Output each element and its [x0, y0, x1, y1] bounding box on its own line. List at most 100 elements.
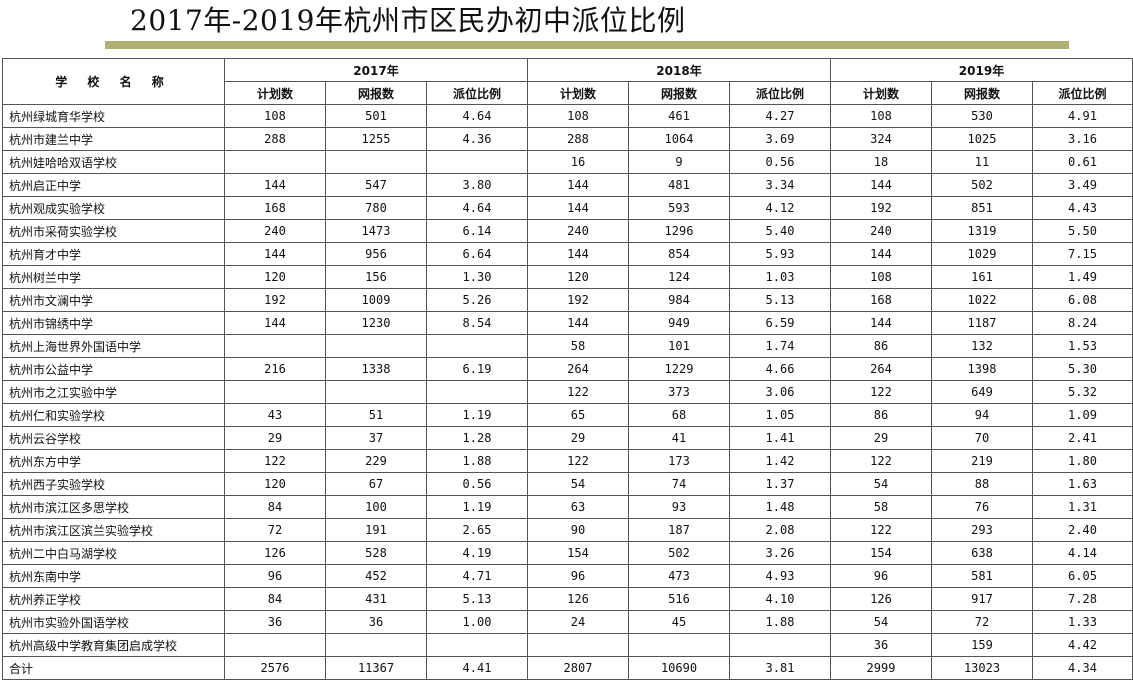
plan-2018-cell: 144 — [527, 242, 629, 266]
school-name-cell: 杭州市实验外国语学校 — [2, 610, 225, 634]
table-row: 杭州育才中学 144 956 6.64 144 854 5.93 144 1029 7.15 — [2, 242, 1133, 266]
plan-2018-cell: 122 — [527, 449, 629, 473]
applications-2017-cell: 780 — [325, 196, 427, 220]
ratio-2018-cell: 5.13 — [729, 288, 831, 312]
ratio-2018-cell: 4.93 — [729, 564, 831, 588]
applications-2017-cell: 956 — [325, 242, 427, 266]
applications-2018-cell: 481 — [628, 173, 730, 197]
ratio-2019-cell: 5.30 — [1032, 357, 1133, 381]
plan-2017-cell: 108 — [224, 104, 326, 128]
applications-2017-cell: 1255 — [325, 127, 427, 151]
ratio-2019-cell: 2.41 — [1032, 426, 1133, 450]
applications-2017-cell: 1009 — [325, 288, 427, 312]
plan-2019-cell: 54 — [830, 610, 932, 634]
applications-2019-cell: 649 — [931, 380, 1033, 404]
ratio-2018-cell: 6.59 — [729, 311, 831, 335]
applications-2017-cell: 547 — [325, 173, 427, 197]
applications-2017-cell: 51 — [325, 403, 427, 427]
applications-2018-cell: 93 — [628, 495, 730, 519]
plan-2017-cell: 192 — [224, 288, 326, 312]
plan-2017-cell: 144 — [224, 242, 326, 266]
school-name-cell: 杭州云谷学校 — [2, 426, 225, 450]
col-header-applications: 网报数 — [325, 81, 427, 105]
plan-2019-cell: 54 — [830, 472, 932, 496]
ratio-2018-cell: 0.56 — [729, 150, 831, 174]
plan-2018-cell: 288 — [527, 127, 629, 151]
ratio-2018-cell: 3.69 — [729, 127, 831, 151]
applications-2019-cell: 293 — [931, 518, 1033, 542]
plan-2017-cell: 144 — [224, 311, 326, 335]
school-name-cell: 杭州市滨江区多思学校 — [2, 495, 225, 519]
plan-2018-cell: 54 — [527, 472, 629, 496]
ratio-2018-cell: 1.37 — [729, 472, 831, 496]
table-row: 杭州西子实验学校 120 67 0.56 54 74 1.37 54 88 1.63 — [2, 472, 1133, 496]
plan-2019-cell: 58 — [830, 495, 932, 519]
school-name-cell: 杭州市滨江区滨兰实验学校 — [2, 518, 225, 542]
ratio-2019-cell: 7.28 — [1032, 587, 1133, 611]
year-header-2017: 2017年 — [224, 58, 528, 82]
plan-2017-cell — [224, 150, 326, 174]
ratio-2017-cell: 8.54 — [426, 311, 528, 335]
plan-2017-cell: 36 — [224, 610, 326, 634]
ratio-2018-cell: 5.93 — [729, 242, 831, 266]
ratio-2019-cell: 4.91 — [1032, 104, 1133, 128]
table-row: 杭州高级中学教育集团启成学校 36 159 4.42 — [2, 633, 1133, 657]
plan-2019-cell: 18 — [830, 150, 932, 174]
col-header-applications: 网报数 — [628, 81, 730, 105]
plan-2019-cell: 144 — [830, 173, 932, 197]
table-row: 杭州市之江实验中学 122 373 3.06 122 649 5.32 — [2, 380, 1133, 404]
ratio-2019-cell: 6.05 — [1032, 564, 1133, 588]
plan-2017-cell: 144 — [224, 173, 326, 197]
applications-2019-cell: 13023 — [931, 656, 1033, 680]
school-name-cell: 杭州市锦绣中学 — [2, 311, 225, 335]
ratio-2018-cell: 5.40 — [729, 219, 831, 243]
total-row: 合计 2576 11367 4.41 2807 10690 3.81 2999 13023 4.3… — [2, 656, 1133, 680]
applications-2019-cell: 70 — [931, 426, 1033, 450]
applications-2017-cell: 1230 — [325, 311, 427, 335]
table-row: 杭州娃哈哈双语学校 16 9 0.56 18 11 0.61 — [2, 150, 1133, 174]
plan-2019-cell: 86 — [830, 403, 932, 427]
applications-2019-cell: 1187 — [931, 311, 1033, 335]
plan-2018-cell: 2807 — [527, 656, 629, 680]
ratio-2018-cell: 1.48 — [729, 495, 831, 519]
school-name-cell: 杭州绿城育华学校 — [2, 104, 225, 128]
plan-2018-cell: 154 — [527, 541, 629, 565]
applications-2019-cell: 94 — [931, 403, 1033, 427]
plan-2019-cell: 126 — [830, 587, 932, 611]
applications-2017-cell: 229 — [325, 449, 427, 473]
plan-2018-cell: 120 — [527, 265, 629, 289]
ratio-2019-cell: 5.32 — [1032, 380, 1133, 404]
table-row: 杭州树兰中学 120 156 1.30 120 124 1.03 108 161 1.49 — [2, 265, 1133, 289]
plan-2019-cell: 144 — [830, 242, 932, 266]
applications-2018-cell: 516 — [628, 587, 730, 611]
ratio-2019-cell: 1.80 — [1032, 449, 1133, 473]
plan-2017-cell: 122 — [224, 449, 326, 473]
applications-2019-cell: 1319 — [931, 219, 1033, 243]
applications-2018-cell: 593 — [628, 196, 730, 220]
plan-2018-cell: 240 — [527, 219, 629, 243]
ratio-2019-cell: 3.16 — [1032, 127, 1133, 151]
ratio-2018-cell: 1.41 — [729, 426, 831, 450]
plan-2017-cell: 2576 — [224, 656, 326, 680]
ratio-2019-cell: 4.42 — [1032, 633, 1133, 657]
table-row: 杭州市建兰中学 288 1255 4.36 288 1064 3.69 324 1025 3.16 — [2, 127, 1133, 151]
ratio-2018-cell: 1.42 — [729, 449, 831, 473]
applications-2019-cell: 1029 — [931, 242, 1033, 266]
school-name-cell: 杭州树兰中学 — [2, 265, 225, 289]
school-name-cell: 杭州仁和实验学校 — [2, 403, 225, 427]
plan-2017-cell: 120 — [224, 472, 326, 496]
applications-2019-cell: 1022 — [931, 288, 1033, 312]
applications-2018-cell: 173 — [628, 449, 730, 473]
ratio-2017-cell: 4.36 — [426, 127, 528, 151]
ratio-2017-cell: 1.28 — [426, 426, 528, 450]
plan-2018-cell: 144 — [527, 196, 629, 220]
plan-2017-cell: 120 — [224, 265, 326, 289]
plan-2018-cell: 144 — [527, 311, 629, 335]
plan-2017-cell: 216 — [224, 357, 326, 381]
plan-2019-cell: 168 — [830, 288, 932, 312]
applications-2018-cell: 373 — [628, 380, 730, 404]
school-name-cell: 杭州市采荷实验学校 — [2, 219, 225, 243]
school-name-cell: 杭州观成实验学校 — [2, 196, 225, 220]
applications-2017-cell: 452 — [325, 564, 427, 588]
ratio-2018-cell — [729, 633, 831, 657]
